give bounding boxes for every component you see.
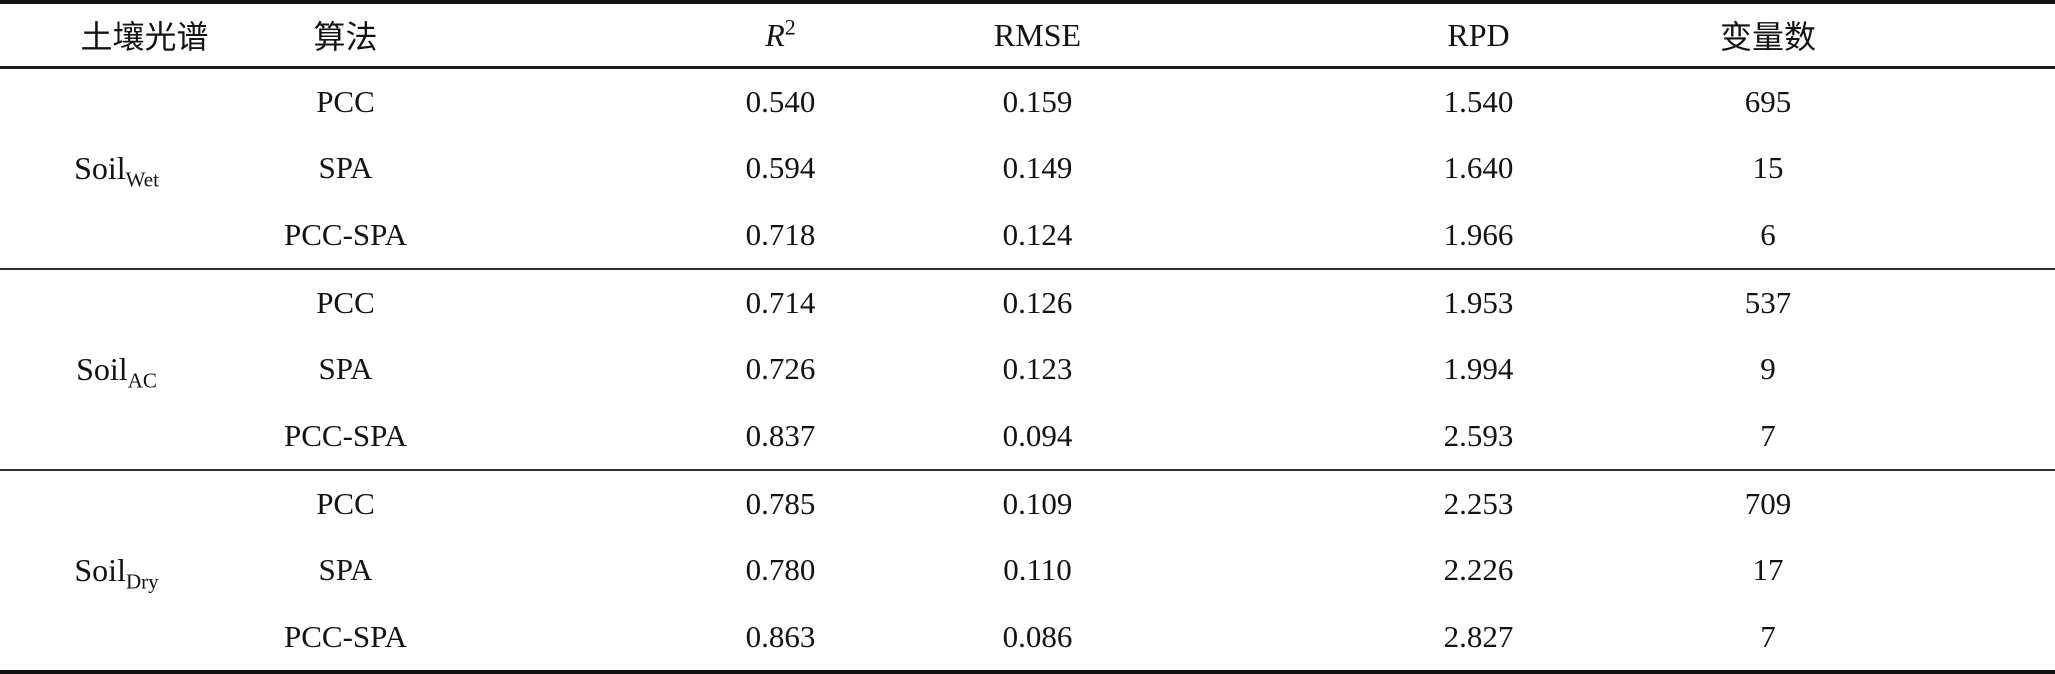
cell-rpd: 1.966 [1443, 216, 1514, 252]
soil-label-wet: SoilWet [0, 68, 233, 270]
cell-algorithm: SPA [318, 150, 373, 186]
header-r-squared: R2 [562, 2, 909, 68]
header-rmse: RMSE [993, 16, 1082, 53]
cell-variable-count: 17 [1752, 552, 1784, 588]
cell-algorithm: PCC-SPA [284, 216, 407, 252]
cell-variable-count: 7 [1760, 417, 1776, 453]
table-row: SoilAC PCC 0.714 0.126 1.953 537 [0, 269, 2055, 391]
cell-rmse: 0.086 [1002, 618, 1073, 654]
cell-algorithm: PCC [316, 486, 375, 522]
soil-label-base: Soil [74, 150, 126, 186]
cell-rpd: 1.953 [1443, 285, 1514, 321]
cell-rpd: 1.640 [1443, 150, 1514, 186]
soil-label-base: Soil [76, 350, 128, 387]
cell-rmse: 0.109 [1002, 486, 1073, 522]
cell-r-squared: 0.785 [745, 486, 816, 522]
header-row: 土壤光谱 算法 R2 RMSE RPD 变量数 [0, 2, 2055, 68]
cell-algorithm: PCC [316, 84, 375, 120]
table-row: SPA 0.780 0.110 2.226 17 [0, 537, 2055, 603]
cell-rpd: 2.226 [1443, 552, 1514, 588]
header-r-squared-exponent: 2 [784, 13, 796, 39]
cell-algorithm: SPA [318, 351, 373, 387]
cell-variable-count: 15 [1752, 150, 1784, 186]
cell-rpd: 2.253 [1443, 486, 1514, 522]
cell-r-squared: 0.726 [745, 351, 816, 387]
cell-r-squared: 0.780 [745, 552, 816, 588]
cell-r-squared: 0.540 [745, 84, 816, 120]
header-soil-spectrum: 土壤光谱 [80, 19, 209, 55]
soil-label-dry: SoilDry [0, 470, 233, 672]
soil-label-base: Soil [74, 551, 126, 588]
group-soil-dry: SoilDry PCC 0.785 0.109 2.253 709 SPA 0.… [0, 470, 2055, 672]
soil-label-subscript: Wet [125, 167, 159, 192]
cell-rpd: 2.827 [1443, 618, 1514, 654]
group-soil-ac: SoilAC PCC 0.714 0.126 1.953 537 SPA 0.7… [0, 269, 2055, 470]
cell-r-squared: 0.594 [745, 150, 816, 186]
table-row: SPA 0.594 0.149 1.640 15 [0, 135, 2055, 201]
cell-algorithm: PCC [316, 285, 375, 321]
cell-rmse: 0.123 [1002, 351, 1073, 387]
cell-rpd: 1.540 [1443, 84, 1514, 120]
table-row: PCC-SPA 0.718 0.124 1.966 6 [0, 202, 2055, 269]
cell-variable-count: 6 [1760, 216, 1776, 252]
cell-variable-count: 537 [1744, 285, 1792, 321]
cell-rpd: 2.593 [1443, 417, 1514, 453]
table-row: PCC-SPA 0.863 0.086 2.827 7 [0, 604, 2055, 672]
cell-variable-count: 709 [1744, 486, 1792, 522]
cell-rmse: 0.094 [1002, 417, 1073, 453]
cell-rmse: 0.149 [1002, 150, 1073, 186]
cell-variable-count: 9 [1760, 351, 1776, 387]
table-row: PCC-SPA 0.837 0.094 2.593 7 [0, 403, 2055, 470]
cell-rmse: 0.126 [1002, 285, 1073, 321]
table-row: SoilDry PCC 0.785 0.109 2.253 709 [0, 470, 2055, 592]
header-r-squared-base: R [765, 16, 785, 53]
cell-r-squared: 0.714 [745, 285, 816, 321]
header-algorithm: 算法 [313, 19, 378, 55]
cell-rmse: 0.159 [1002, 84, 1073, 120]
cell-variable-count: 7 [1760, 618, 1776, 654]
table-row: SPA 0.726 0.123 1.994 9 [0, 336, 2055, 402]
soil-label-subscript: Dry [125, 569, 159, 594]
cell-algorithm: PCC-SPA [284, 618, 407, 654]
header-variable-count: 变量数 [1719, 19, 1816, 55]
cell-variable-count: 695 [1744, 84, 1792, 120]
cell-r-squared: 0.718 [745, 216, 816, 252]
table-header: 土壤光谱 算法 R2 RMSE RPD 变量数 [0, 2, 2055, 68]
cell-algorithm: SPA [318, 552, 373, 588]
soil-label-subscript: AC [127, 368, 157, 393]
cell-rpd: 1.994 [1443, 351, 1514, 387]
table-row: SoilWet PCC 0.540 0.159 1.540 695 [0, 68, 2055, 190]
cell-algorithm: PCC-SPA [284, 417, 407, 453]
cell-r-squared: 0.837 [745, 417, 816, 453]
header-rpd: RPD [1447, 16, 1510, 53]
cell-rmse: 0.110 [1003, 552, 1072, 588]
group-soil-wet: SoilWet PCC 0.540 0.159 1.540 695 SPA 0.… [0, 68, 2055, 269]
cell-rmse: 0.124 [1002, 216, 1073, 252]
cell-r-squared: 0.863 [745, 618, 816, 654]
soil-label-ac: SoilAC [0, 269, 233, 470]
